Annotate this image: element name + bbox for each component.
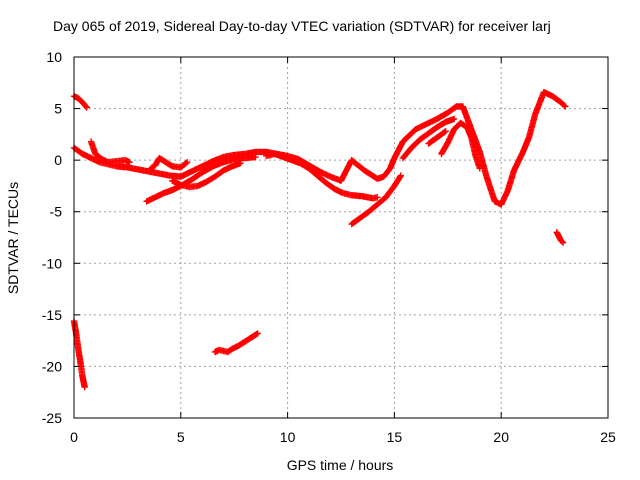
series-arc-6 [169, 160, 244, 191]
y-tick-label: -15 [42, 307, 62, 323]
x-tick-label: 10 [280, 429, 296, 445]
chart-title: Day 065 of 2019, Sidereal Day-to-day VTE… [53, 18, 551, 34]
series-arc-9 [399, 115, 458, 162]
x-tick-label: 15 [387, 429, 403, 445]
series-arc-8 [348, 172, 404, 228]
x-tick-label: 20 [493, 429, 509, 445]
y-tick-label: -25 [42, 410, 62, 426]
y-tick-label: 0 [54, 152, 62, 168]
series-arc-7 [263, 150, 381, 202]
y-tick-label: -5 [50, 204, 63, 220]
x-axis-label: GPS time / hours [287, 457, 394, 473]
grid [74, 57, 608, 418]
series-markers [553, 229, 567, 246]
series-markers [438, 119, 483, 172]
series-markers [348, 172, 404, 228]
x-tick-label: 25 [600, 429, 616, 445]
series-markers [169, 160, 244, 191]
series-arc-12 [211, 330, 261, 356]
series-arc-11 [438, 119, 483, 172]
x-tick-label: 5 [177, 429, 185, 445]
y-tick-label: -10 [42, 255, 62, 271]
series-markers [263, 150, 381, 202]
series-markers [211, 330, 261, 356]
series-markers [147, 154, 191, 172]
series-arc-3 [87, 138, 133, 166]
y-tick-label: -20 [42, 358, 62, 374]
y-tick-label: 5 [54, 101, 62, 117]
series-markers [399, 115, 458, 162]
axis-ticks: 0 5 10 15 20 25 -25 -20 -15 -10 -5 0 5 10 [42, 49, 616, 445]
series-arc-5 [147, 154, 191, 172]
y-tick-label: 10 [46, 49, 62, 65]
series-arc-10 [425, 128, 449, 147]
plot-border [73, 56, 609, 419]
x-tick-label: 0 [70, 429, 78, 445]
series-arc-14 [553, 229, 567, 246]
series-markers [425, 128, 449, 147]
series-markers [87, 138, 133, 166]
y-axis-label: SDTVAR / TECUs [5, 182, 21, 294]
